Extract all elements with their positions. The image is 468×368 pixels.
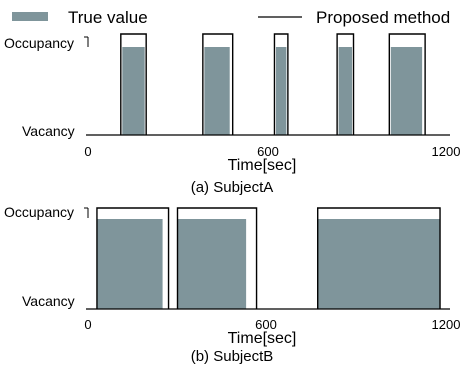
proposed-method-pulse	[202, 33, 234, 135]
chart-subject-b: Occupancy Vacancy 0 600 1200 Time[sec] (…	[4, 204, 460, 365]
true-value-bar	[390, 47, 423, 135]
true-value-bar	[96, 219, 163, 309]
proposed-method-pulse	[336, 33, 355, 135]
caption-b: (b) SubjectB	[191, 348, 274, 365]
true-value-bar	[317, 219, 441, 309]
x-axis-label: Time[sec]	[228, 157, 297, 174]
proposed-method-pulse	[176, 207, 258, 309]
y-label-vacancy: Vacancy	[22, 123, 75, 139]
legend-proposed-label: Proposed method	[316, 8, 450, 27]
x-tick-1200: 1200	[432, 317, 461, 332]
x-axis-label: Time[sec]	[228, 330, 297, 347]
y-label-occupancy: Occupancy	[4, 204, 74, 220]
x-tick-600: 600	[255, 317, 277, 332]
true-value-bar	[177, 219, 247, 309]
proposed-method-pulse	[317, 207, 441, 309]
x-tick-1200: 1200	[432, 144, 461, 159]
y-label-vacancy: Vacancy	[22, 293, 75, 309]
caption-a: (a) SubjectA	[191, 179, 274, 196]
true-value-bar	[338, 47, 353, 135]
proposed-method-pulse	[96, 207, 170, 309]
proposed-method-pulse	[120, 33, 147, 135]
legend-true-label: True value	[68, 8, 148, 27]
x-tick-0: 0	[84, 317, 91, 332]
y-label-occupancy: Occupancy	[4, 35, 74, 51]
true-value-bar	[275, 47, 287, 135]
x-tick-600: 600	[257, 144, 279, 159]
chart-subject-a: Occupancy Vacancy 0 600 1200 Time[sec] (…	[4, 33, 461, 196]
proposed-method-pulse	[273, 33, 289, 135]
legend-true-swatch	[12, 12, 48, 21]
x-tick-0: 0	[84, 144, 91, 159]
true-value-bar	[122, 47, 145, 135]
proposed-method-pulse	[388, 33, 426, 135]
true-value-bar	[204, 47, 230, 135]
legend: True value Proposed method	[12, 8, 450, 27]
